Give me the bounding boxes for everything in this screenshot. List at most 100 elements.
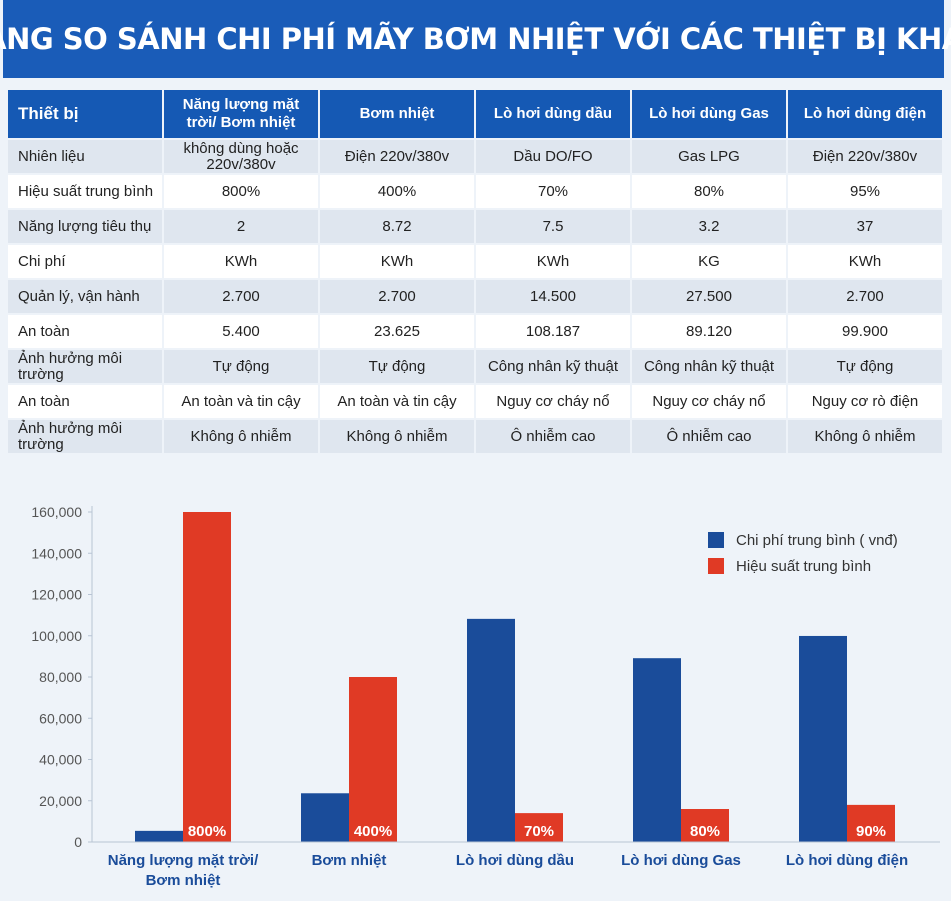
table-cell: 89.120 <box>632 315 786 348</box>
bar-chart: 0 20,000 40,000 60,000 80,000 100,000 120,000 1… <box>31 504 940 889</box>
table-row: Nhiên liệu không dùng hoặc 220v/380v Điệ… <box>8 140 942 173</box>
bar <box>135 830 183 842</box>
table-cell: Không ô nhiễm <box>788 420 942 453</box>
y-tick-label: 160,000 <box>31 504 82 520</box>
table-cell: KWh <box>788 245 942 278</box>
row-label: Nhiên liệu <box>8 140 162 173</box>
table-cell: An toàn và tin cậy <box>320 385 474 418</box>
table-cell: Công nhân kỹ thuật <box>632 350 786 383</box>
row-label: Ảnh hưởng môi trường <box>8 420 162 453</box>
table-cell: Tự động <box>320 350 474 383</box>
bar <box>799 635 847 842</box>
header-cell: Lò hơi dùng Gas <box>632 90 786 138</box>
data-label: 800% <box>188 823 226 840</box>
row-label: Ảnh hưởng môi trường <box>8 350 162 383</box>
bar <box>515 813 563 842</box>
legend-swatch <box>708 558 724 574</box>
header-cell: Lò hơi dùng điện <box>788 90 942 138</box>
table-cell: không dùng hoặc 220v/380v <box>164 140 318 173</box>
bar <box>847 804 895 842</box>
table-row: Quản lý, vận hành 2.700 2.700 14.500 27.… <box>8 280 942 313</box>
y-tick-label: 100,000 <box>31 628 82 644</box>
table-cell: 37 <box>788 210 942 243</box>
table-cell: 99.900 <box>788 315 942 348</box>
table-cell: 2 <box>164 210 318 243</box>
bar <box>301 793 349 842</box>
table-cell: KG <box>632 245 786 278</box>
table-cell: 80% <box>632 175 786 208</box>
data-label: 80% <box>690 823 720 840</box>
table-cell: 70% <box>476 175 630 208</box>
table-row: Chi phí KWh KWh KWh KG KWh <box>8 245 942 278</box>
page-title: BẢNG SO SÁNH CHI PHÍ MÃY BƠM NHIỆT VỚI C… <box>0 22 951 56</box>
bar <box>681 809 729 842</box>
table-row: An toàn An toàn và tin cậy An toàn và ti… <box>8 385 942 418</box>
header-cell: Năng lượng mặt trời/ Bơm nhiệt <box>164 90 318 138</box>
table-cell: KWh <box>164 245 318 278</box>
y-tick-label: 0 <box>74 834 82 850</box>
header-cell: Lò hơi dùng dầu <box>476 90 630 138</box>
x-category-label: Lò hơi dùng dầu <box>456 852 574 869</box>
bar <box>467 618 515 842</box>
y-tick-label: 120,000 <box>31 587 82 603</box>
table-cell: 27.500 <box>632 280 786 313</box>
comparison-table: Thiết bị Năng lượng mặt trời/ Bơm nhiệt … <box>6 88 944 455</box>
bar <box>183 512 231 842</box>
table-cell: 3.2 <box>632 210 786 243</box>
table-cell: 2.700 <box>788 280 942 313</box>
table-cell: Công nhân kỹ thuật <box>476 350 630 383</box>
data-label: 400% <box>354 823 392 840</box>
table-cell: Điện 220v/380v <box>788 140 942 173</box>
table-row: An toàn 5.400 23.625 108.187 89.120 99.9… <box>8 315 942 348</box>
table-cell: Dầu DO/FO <box>476 140 630 173</box>
row-label: Quản lý, vận hành <box>8 280 162 313</box>
table-cell: 400% <box>320 175 474 208</box>
table-header-row: Thiết bị Năng lượng mặt trời/ Bơm nhiệt … <box>8 90 942 138</box>
table-cell: 2.700 <box>164 280 318 313</box>
x-category-label: Lò hơi dùng Gas <box>621 852 741 869</box>
y-tick-label: 80,000 <box>39 669 82 685</box>
row-label: Hiệu suất trung bình <box>8 175 162 208</box>
row-label: An toàn <box>8 315 162 348</box>
table-cell: Điện 220v/380v <box>320 140 474 173</box>
header-cell: Bơm nhiệt <box>320 90 474 138</box>
y-tick-label: 40,000 <box>39 752 82 768</box>
table-cell: 23.625 <box>320 315 474 348</box>
table-cell: 5.400 <box>164 315 318 348</box>
table-row: Ảnh hưởng môi trường Không ô nhiễm Không… <box>8 420 942 453</box>
table-cell: 8.72 <box>320 210 474 243</box>
row-label: An toàn <box>8 385 162 418</box>
table-cell: Nguy cơ rò điện <box>788 385 942 418</box>
bar <box>349 677 397 842</box>
table-cell: 108.187 <box>476 315 630 348</box>
y-tick-label: 140,000 <box>31 545 82 561</box>
table-cell: Gas LPG <box>632 140 786 173</box>
data-label: 90% <box>856 823 886 840</box>
x-category-label: Năng lượng mặt trời/Bơm nhiệt <box>108 852 259 889</box>
table-cell: Ô nhiễm cao <box>632 420 786 453</box>
table-cell: An toàn và tin cậy <box>164 385 318 418</box>
legend-label: Chi phí trung bình ( vnđ) <box>736 532 898 549</box>
table-cell: Tự động <box>788 350 942 383</box>
table-cell: Không ô nhiễm <box>164 420 318 453</box>
table-cell: Nguy cơ cháy nổ <box>632 385 786 418</box>
table-cell: Tự động <box>164 350 318 383</box>
table-row: Ảnh hưởng môi trường Tự động Tự động Côn… <box>8 350 942 383</box>
table-cell: 7.5 <box>476 210 630 243</box>
row-label: Chi phí <box>8 245 162 278</box>
bar <box>633 658 681 842</box>
title-banner: BẢNG SO SÁNH CHI PHÍ MÃY BƠM NHIỆT VỚI C… <box>0 0 951 78</box>
table-cell: KWh <box>320 245 474 278</box>
legend-swatch <box>708 532 724 548</box>
row-label: Năng lượng tiêu thụ <box>8 210 162 243</box>
x-category-label: Lò hơi dùng điện <box>786 852 908 869</box>
data-label: 70% <box>524 823 554 840</box>
header-cell: Thiết bị <box>8 90 162 138</box>
table-cell: Nguy cơ cháy nổ <box>476 385 630 418</box>
table-cell: 14.500 <box>476 280 630 313</box>
legend-label: Hiệu suất trung bình <box>736 558 871 575</box>
table-cell: 2.700 <box>320 280 474 313</box>
table-cell: Ô nhiễm cao <box>476 420 630 453</box>
x-category-label: Bơm nhiệt <box>312 852 387 869</box>
table-row: Hiệu suất trung bình 800% 400% 70% 80% 9… <box>8 175 942 208</box>
